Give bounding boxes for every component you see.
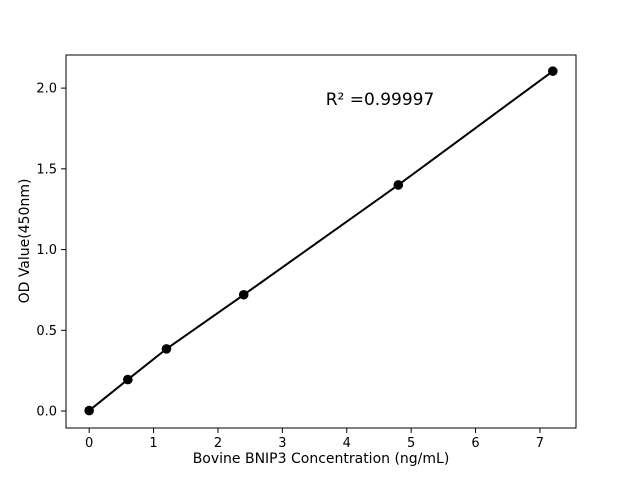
- x-tick-label: 4: [343, 436, 351, 451]
- x-tick-label: 7: [536, 436, 544, 451]
- data-point: [238, 289, 249, 300]
- y-tick-label: 1.5: [36, 162, 57, 177]
- data-point: [393, 180, 404, 190]
- data-point: [84, 405, 94, 416]
- plot-frame: [65, 54, 577, 429]
- x-tick-label: 6: [471, 436, 479, 451]
- x-tick-label: 5: [407, 436, 415, 451]
- fit-line: [88, 70, 554, 412]
- r-squared-annotation: R² =0.99997: [325, 90, 435, 110]
- x-axis-label: Bovine BNIP3 Concentration (ng/mL): [192, 451, 450, 467]
- y-tick-label: 1.0: [36, 243, 57, 258]
- x-tick-label: 2: [214, 436, 222, 451]
- data-point: [161, 344, 172, 354]
- y-axis-label: OD Value(450nm): [17, 178, 33, 304]
- y-tick-label: 2.0: [36, 82, 57, 97]
- x-tick-label: 0: [85, 436, 93, 451]
- data-point: [548, 66, 558, 76]
- x-tick-label: 3: [278, 436, 286, 451]
- data-point: [123, 374, 133, 385]
- x-tick-label: 1: [149, 436, 157, 451]
- y-tick-label: 0.0: [36, 405, 57, 420]
- y-tick-label: 0.5: [36, 324, 57, 339]
